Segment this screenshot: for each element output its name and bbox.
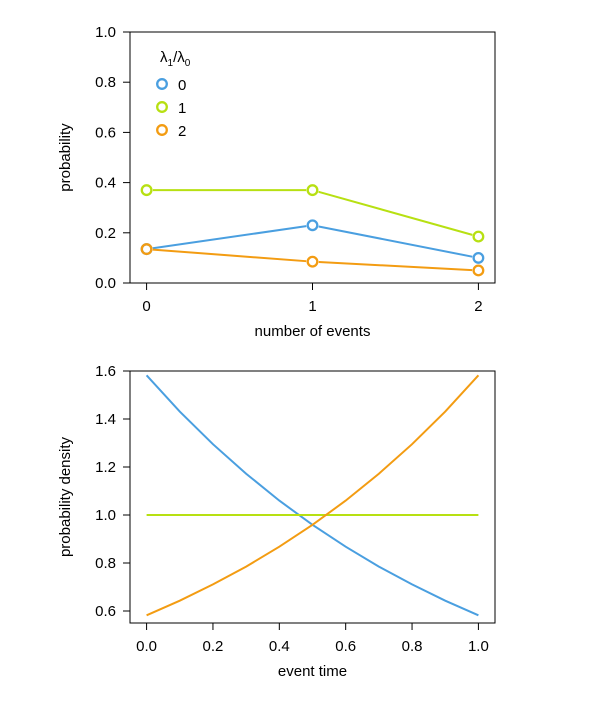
- y-tick-label: 1.0: [95, 507, 116, 524]
- series-1-point: [140, 184, 153, 197]
- series-1-segment: [318, 190, 473, 236]
- legend-title: λ1/λ0: [160, 49, 191, 69]
- x-tick-label: 0: [142, 298, 150, 315]
- x-tick-label: 1: [308, 298, 316, 315]
- x-tick-label: 1.0: [468, 638, 489, 655]
- x-tick-label: 0.2: [203, 638, 224, 655]
- series-2-point: [306, 255, 319, 268]
- y-tick-label: 1.4: [95, 411, 116, 428]
- legend: λ1/λ0 0 1 2: [156, 49, 191, 140]
- y-tick-label: 1.0: [95, 24, 116, 41]
- chart-event-count-probability: λ1/λ0 0 1 2 0 1 2 0.0 0.2 0.4 0.6 0.8 1.0 number of…: [57, 24, 496, 340]
- y-axis-title: probability: [57, 123, 74, 192]
- y-tick-label: 0.6: [95, 124, 116, 141]
- series-0-segment: [318, 225, 473, 258]
- y-tick-label: 1.2: [95, 459, 116, 476]
- y-tick-label: 0.4: [95, 175, 116, 192]
- legend-marker-0: [156, 78, 168, 90]
- legend-label-2: 2: [178, 123, 186, 140]
- y-tick-label: 0.6: [95, 603, 116, 620]
- series-2-segment: [152, 248, 307, 263]
- y-tick-label: 0.2: [95, 225, 116, 242]
- series-0-segment: [152, 225, 307, 250]
- y-tick-label: 1.6: [95, 363, 116, 380]
- x-tick-label: 0.0: [136, 638, 157, 655]
- legend-marker-2: [156, 124, 168, 136]
- series-0-point: [306, 219, 319, 232]
- y-tick-label: 0.8: [95, 555, 116, 572]
- x-tick-label: 0.4: [269, 638, 290, 655]
- x-axis-title: number of events: [255, 323, 371, 340]
- x-tick-label: 2: [474, 298, 482, 315]
- series-1-point: [472, 230, 485, 243]
- plot-frame: [129, 370, 496, 624]
- plot-frame: [129, 31, 496, 284]
- legend-label-1: 1: [178, 100, 186, 117]
- series-line-0: [145, 374, 479, 617]
- y-tick-label: 0.8: [95, 74, 116, 91]
- series-2-point: [140, 243, 153, 256]
- x-axis-title: event time: [278, 663, 347, 680]
- legend-marker-1: [156, 101, 168, 113]
- y-tick-label: 0.0: [95, 275, 116, 292]
- series-2-segment: [318, 260, 473, 272]
- x-tick-label: 0.6: [335, 638, 356, 655]
- series-2-point: [472, 264, 485, 277]
- legend-label-0: 0: [178, 77, 186, 94]
- series-0-point: [472, 251, 485, 264]
- x-tick-label: 0.8: [402, 638, 423, 655]
- chart-event-time-density: 0.0 0.2 0.4 0.6 0.8 1.0 0.6 0.8 1.0 1.2 1.4 1.6 even…: [57, 363, 496, 680]
- y-axis-title: probability density: [57, 436, 74, 557]
- series-1-point: [306, 184, 319, 197]
- series-line-2: [146, 374, 480, 617]
